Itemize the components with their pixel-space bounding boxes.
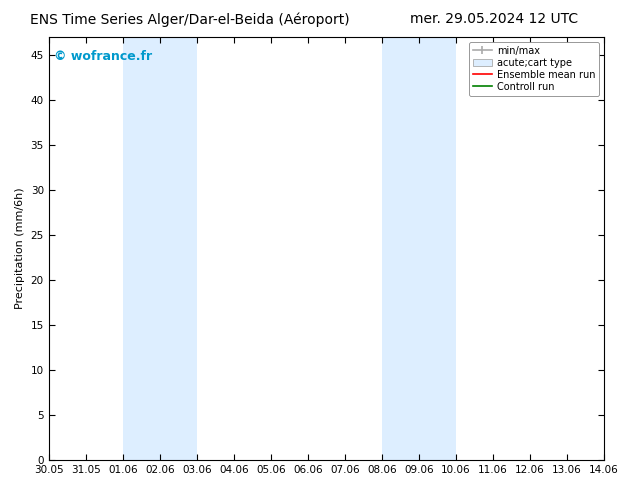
Bar — [123, 37, 197, 460]
Y-axis label: Precipitation (mm/6h): Precipitation (mm/6h) — [15, 188, 25, 309]
Legend: min/max, acute;cart type, Ensemble mean run, Controll run: min/max, acute;cart type, Ensemble mean … — [469, 42, 599, 96]
Bar — [382, 37, 456, 460]
Text: © wofrance.fr: © wofrance.fr — [55, 50, 152, 63]
Text: mer. 29.05.2024 12 UTC: mer. 29.05.2024 12 UTC — [410, 12, 579, 26]
Text: ENS Time Series Alger/Dar-el-Beida (Aéroport): ENS Time Series Alger/Dar-el-Beida (Aéro… — [30, 12, 350, 27]
